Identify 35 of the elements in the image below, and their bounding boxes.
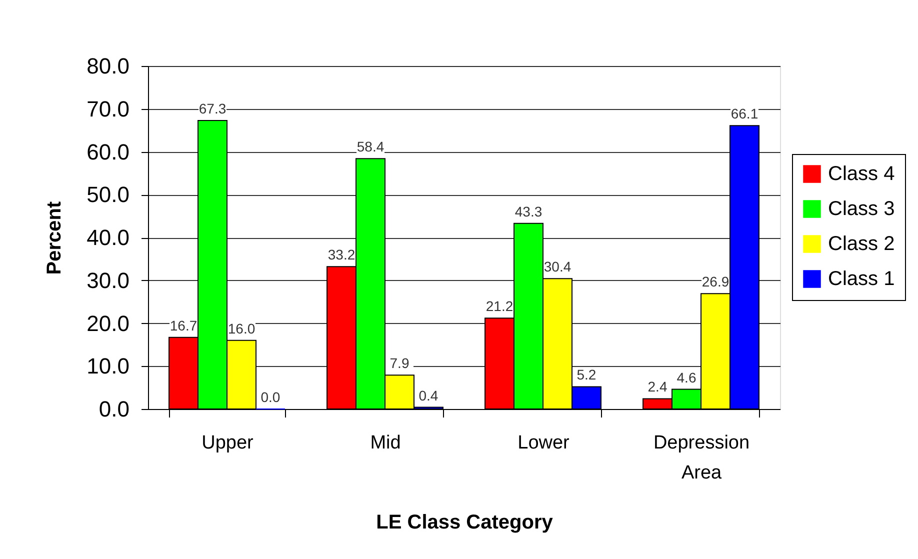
data-label: 26.9 — [702, 274, 730, 290]
x-axis-title: LE Class Category — [376, 512, 554, 534]
y-tick-label: 30.0 — [86, 268, 130, 293]
y-tick-label: 20.0 — [86, 310, 130, 336]
data-label: 33.2 — [328, 246, 356, 263]
data-label: 5.2 — [576, 366, 596, 383]
legend-label: Class 4 — [828, 163, 895, 185]
y-tick-label: 50.0 — [86, 182, 130, 208]
data-label: 2.4 — [648, 378, 668, 395]
x-tick-label: Lower — [518, 432, 570, 454]
data-label: 30.4 — [544, 258, 572, 275]
data-label: 4.6 — [676, 369, 696, 386]
y-tick-label: 40.0 — [86, 225, 130, 250]
data-label: 21.2 — [486, 298, 514, 314]
data-label: 43.3 — [514, 203, 542, 220]
y-tick-label: 70.0 — [86, 96, 130, 122]
data-label: 67.3 — [198, 100, 226, 116]
legend-label: Class 1 — [828, 268, 895, 290]
data-label: 7.9 — [390, 355, 410, 372]
legend-label: Class 2 — [828, 233, 895, 255]
legend-label: Class 3 — [828, 198, 895, 220]
x-tick-label: Depression Area — [653, 432, 750, 484]
y-tick-label: 0.0 — [98, 396, 130, 422]
data-label: 0.0 — [260, 389, 280, 405]
y-tick-label: 80.0 — [86, 54, 130, 78]
data-label: 58.4 — [356, 138, 384, 155]
y-tick-label: 60.0 — [86, 139, 130, 164]
x-tick-label: Mid — [370, 432, 401, 454]
data-label: 16.0 — [228, 320, 256, 336]
data-label: 66.1 — [730, 106, 758, 122]
data-label: 0.4 — [418, 387, 438, 404]
data-label: 16.7 — [170, 317, 198, 334]
y-tick-label: 10.0 — [86, 354, 130, 379]
y-axis-title: Percent — [44, 200, 66, 275]
x-tick-label: Upper — [202, 432, 254, 454]
